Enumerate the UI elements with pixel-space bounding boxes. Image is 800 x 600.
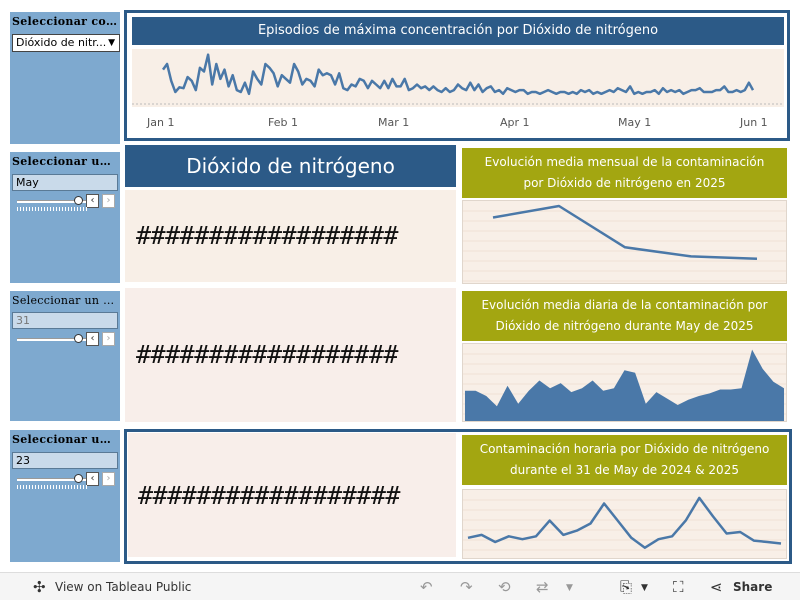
month-value-field[interactable]: May <box>12 174 118 191</box>
fullscreen-icon[interactable]: ⛶ <box>673 578 684 596</box>
episodes-x-tick-label: Apr 1 <box>500 116 530 129</box>
day-filter-title: Seleccionar un día <box>12 294 118 307</box>
month-slider-handle[interactable] <box>74 196 83 205</box>
day-slider-track[interactable] <box>17 338 87 341</box>
month-next-button[interactable]: › <box>102 194 115 208</box>
monthly-chart-area <box>462 200 787 284</box>
redo-icon[interactable]: ↷ <box>460 578 473 596</box>
view-on-tableau-link[interactable]: View on Tableau Public <box>55 580 192 594</box>
pollutant-filter-panel: Seleccionar conta... Dióxido de nitr... … <box>10 12 120 144</box>
hourly-series-line <box>467 496 782 549</box>
kpi-value-daily: ################## <box>136 340 398 369</box>
episodes-chart-area <box>132 49 784 107</box>
refresh-icon[interactable]: ⇄ <box>536 578 549 596</box>
share-button[interactable]: Share <box>733 580 773 594</box>
day-value-field[interactable]: 31 <box>12 312 118 329</box>
download-icon[interactable]: ⎘ <box>620 578 633 596</box>
pollutant-selected-value: Dióxido de nitr... <box>16 36 107 49</box>
kpi-panel-2: ################## <box>125 288 456 422</box>
monthly-chart-title: Evolución media mensual de la contaminac… <box>462 148 787 198</box>
hour-slider-track[interactable] <box>17 478 87 481</box>
month-slider-ticks <box>17 207 87 211</box>
day-filter-panel: Seleccionar un día 31 ‹ › <box>10 291 120 421</box>
month-filter-panel: Seleccionar un ... May ‹ › <box>10 152 120 283</box>
chevron-down-icon: ▼ <box>108 38 115 48</box>
hour-prev-button[interactable]: ‹ <box>86 472 99 486</box>
daily-area <box>465 349 784 421</box>
kpi-value-monthly: ################## <box>136 221 398 250</box>
hour-value-field[interactable]: 23 <box>12 452 118 469</box>
hour-filter-panel: Seleccionar una... 23 ‹ › <box>10 430 120 562</box>
pollutant-dropdown[interactable]: Dióxido de nitr... ▼ <box>12 34 120 52</box>
hourly-chart-title: Contaminación horaria por Dióxido de nit… <box>462 435 787 485</box>
month-slider-track[interactable] <box>17 200 87 203</box>
hour-next-button[interactable]: › <box>102 472 115 486</box>
episodes-x-tick-label: Feb 1 <box>268 116 298 129</box>
hourly-line-chart <box>463 496 786 551</box>
kpi-title: Dióxido de nitrógeno <box>125 145 456 187</box>
daily-chart-title: Evolución media diaria de la contaminaci… <box>462 291 787 341</box>
tableau-toolbar: ✣ View on Tableau Public ↶ ↷ ⟲ ⇄ ▼ ⎘ ▼ ⛶… <box>0 572 800 600</box>
kpi-value-hourly: ################## <box>138 481 400 510</box>
daily-area-chart <box>463 349 786 421</box>
tableau-logo-icon: ✣ <box>33 578 46 596</box>
monthly-line-chart <box>463 204 786 282</box>
kpi-panel-3: ################## <box>128 433 456 557</box>
download-dropdown-icon[interactable]: ▼ <box>641 583 648 593</box>
revert-icon[interactable]: ⟲ <box>498 578 511 596</box>
episodes-x-tick-label: Mar 1 <box>378 116 410 129</box>
day-slider-handle[interactable] <box>74 334 83 343</box>
episodes-x-tick-label: May 1 <box>618 116 652 129</box>
episodes-x-tick-label: Jan 1 <box>147 116 175 129</box>
undo-icon[interactable]: ↶ <box>420 578 433 596</box>
share-icon[interactable]: ⋖ <box>710 578 723 596</box>
episodes-chart-frame <box>124 10 790 141</box>
hourly-chart-area <box>462 489 787 559</box>
daily-chart-area <box>462 343 787 422</box>
pollutant-filter-title: Seleccionar conta... <box>12 15 118 28</box>
episodes-chart-title: Episodios de máxima concentración por Di… <box>132 17 784 45</box>
hourly-section-frame <box>124 429 792 564</box>
day-next-button[interactable]: › <box>102 332 115 346</box>
episodes-line-chart <box>132 53 784 105</box>
episodes-x-tick-label: Jun 1 <box>740 116 768 129</box>
month-prev-button[interactable]: ‹ <box>86 194 99 208</box>
hour-filter-title: Seleccionar una... <box>12 433 118 446</box>
hour-slider-ticks <box>17 485 87 489</box>
refresh-dropdown-icon[interactable]: ▼ <box>566 583 573 593</box>
day-prev-button[interactable]: ‹ <box>86 332 99 346</box>
month-filter-title: Seleccionar un ... <box>12 155 118 168</box>
kpi-panel-1: ################## <box>125 190 456 282</box>
hour-slider-handle[interactable] <box>74 474 83 483</box>
monthly-series-line <box>492 204 758 260</box>
episodes-series-line <box>161 53 755 96</box>
